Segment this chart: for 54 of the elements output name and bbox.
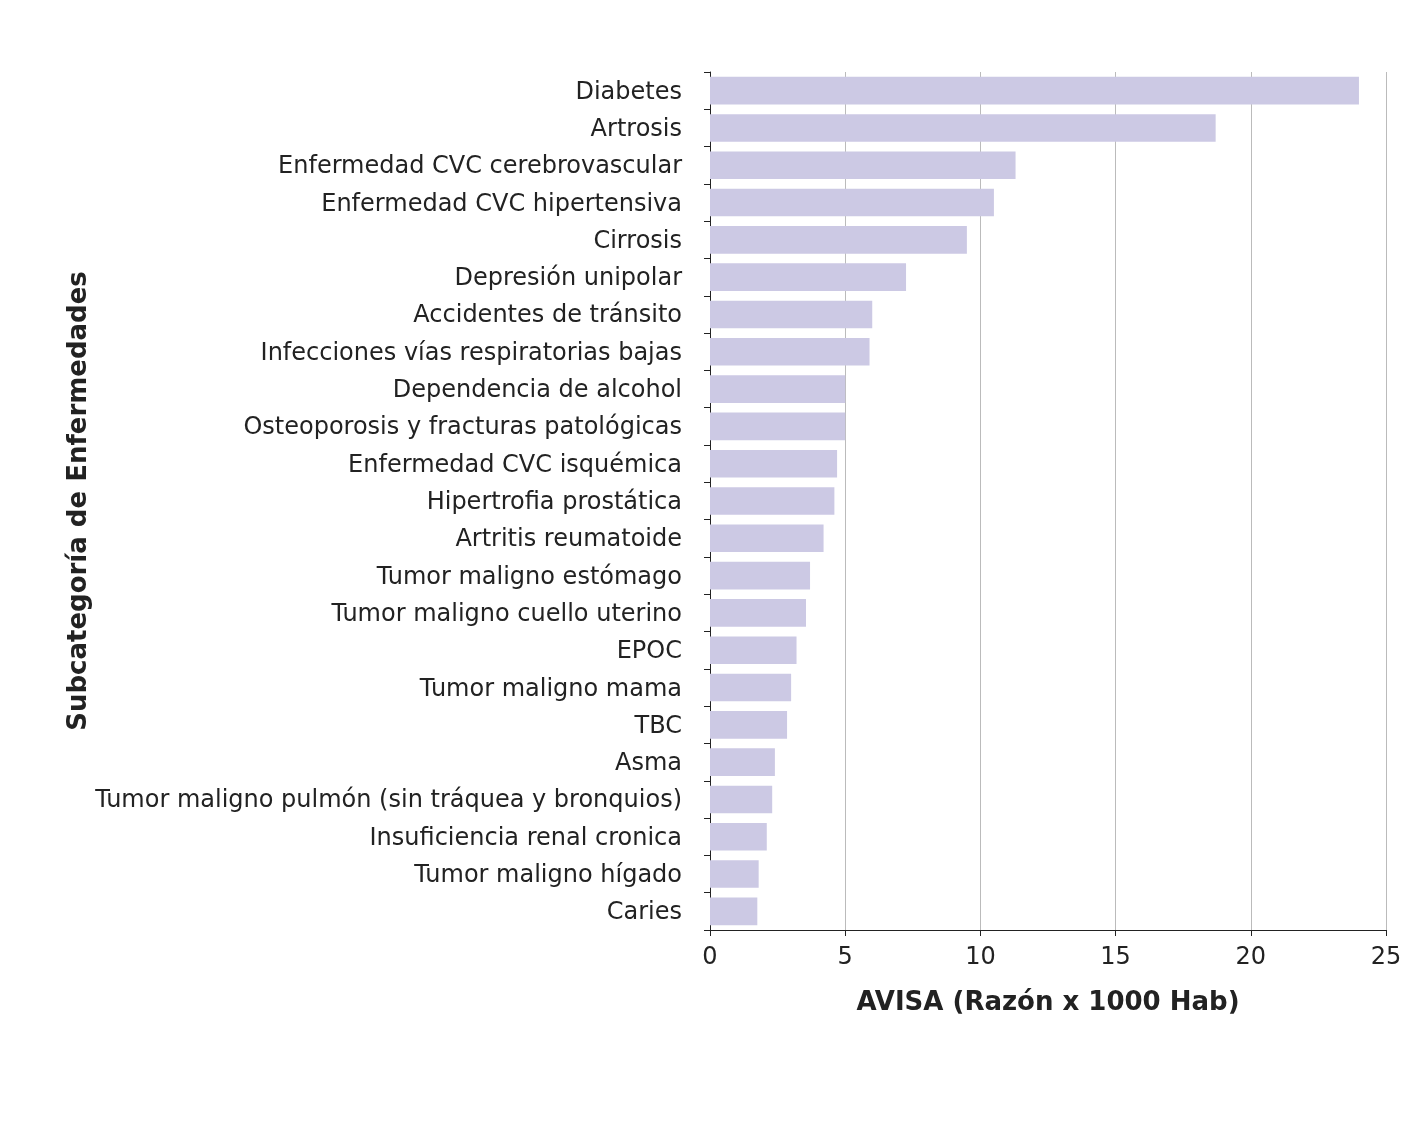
x-tick-label: 0 <box>702 942 718 970</box>
bar <box>710 337 870 366</box>
y-tick-label: Depresión unipolar <box>454 263 683 292</box>
bar <box>710 151 1016 180</box>
x-tick-label: 25 <box>1370 942 1402 970</box>
y-tick-label: Cirrosis <box>593 225 682 254</box>
y-tick-label: Enfermedad CVC cerebrovascular <box>278 151 683 180</box>
y-tick-label: Artrosis <box>590 113 682 142</box>
bar <box>710 76 1359 105</box>
x-tick-label: 10 <box>965 942 996 970</box>
y-tick-label: Tumor maligno pulmón (sin tráquea y bronquios) <box>94 785 682 814</box>
y-tick-label: Insuficiencia renal cronica <box>369 822 682 851</box>
y-tick-label: Tumor maligno hígado <box>413 860 682 889</box>
bar <box>710 860 759 888</box>
bar <box>710 487 835 515</box>
bar <box>710 188 994 217</box>
y-tick-label: EPOC <box>616 636 682 665</box>
y-tick-label: Accidentes de tránsito <box>413 300 682 329</box>
y-tick-label: Tumor maligno mama <box>418 673 682 702</box>
y-tick-label: Infecciones vías respiratorias bajas <box>260 337 682 366</box>
bar <box>710 524 824 553</box>
bar <box>710 114 1216 142</box>
y-tick-label: Diabetes <box>575 76 682 105</box>
y-axis-title: Subcategoría de Enfermedades <box>62 271 92 731</box>
bar <box>710 599 806 627</box>
y-tick-label: Enfermedad CVC isquémica <box>348 449 682 478</box>
bar <box>710 375 846 403</box>
bar <box>710 636 797 665</box>
bar <box>710 412 846 441</box>
bar <box>710 300 873 329</box>
x-tick-label: 20 <box>1235 942 1267 970</box>
y-tick-label: Asma <box>614 748 682 777</box>
x-tick-label: 15 <box>1100 942 1131 970</box>
x-tick-label: 5 <box>837 942 853 970</box>
x-axis-title: AVISA (Razón x 1000 Hab) <box>856 986 1240 1016</box>
bar <box>710 263 907 291</box>
bar <box>710 561 811 590</box>
y-tick-label: Caries <box>606 897 682 926</box>
y-tick-label: Artritis reumatoide <box>455 524 682 553</box>
bar <box>710 822 767 851</box>
y-tick-label: TBC <box>633 710 682 739</box>
bar <box>710 785 773 814</box>
y-tick-label: Dependencia de alcohol <box>392 375 682 404</box>
bar <box>710 748 775 776</box>
bar <box>710 897 758 926</box>
bar <box>710 449 838 478</box>
y-tick-label: Enfermedad CVC hipertensiva <box>321 188 682 217</box>
y-tick-label: Osteoporosis y fracturas patológicas <box>243 412 682 441</box>
bar <box>710 226 967 254</box>
y-tick-label: Hipertrofia prostática <box>426 487 682 515</box>
bar <box>710 673 792 702</box>
y-tick-label: Tumor maligno estómago <box>375 561 682 590</box>
bar <box>710 711 788 739</box>
y-tick-label: Tumor maligno cuello uterino <box>330 598 682 627</box>
